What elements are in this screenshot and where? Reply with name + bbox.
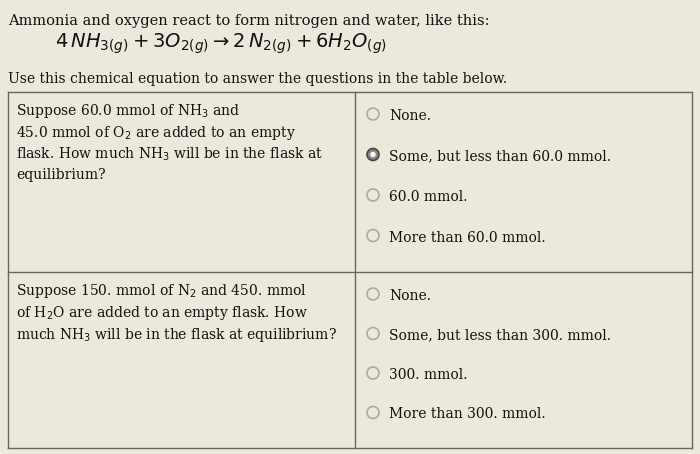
Text: much NH$_3$ will be in the flask at equilibrium?: much NH$_3$ will be in the flask at equi…: [16, 326, 337, 344]
Text: None.: None.: [389, 109, 431, 123]
Text: More than 300. mmol.: More than 300. mmol.: [389, 408, 545, 421]
Text: None.: None.: [389, 289, 431, 303]
Text: 45.0 mmol of O$_2$ are added to an empty: 45.0 mmol of O$_2$ are added to an empty: [16, 124, 296, 142]
Text: Suppose 150. mmol of N$_2$ and 450. mmol: Suppose 150. mmol of N$_2$ and 450. mmol: [16, 282, 307, 300]
Text: 300. mmol.: 300. mmol.: [389, 368, 468, 382]
Text: equilibrium?: equilibrium?: [16, 168, 106, 182]
Text: 60.0 mmol.: 60.0 mmol.: [389, 190, 468, 204]
Text: Some, but less than 300. mmol.: Some, but less than 300. mmol.: [389, 329, 611, 342]
Text: Suppose 60.0 mmol of NH$_3$ and: Suppose 60.0 mmol of NH$_3$ and: [16, 102, 240, 120]
Text: of H$_2$O are added to an empty flask. How: of H$_2$O are added to an empty flask. H…: [16, 304, 308, 322]
Text: More than 60.0 mmol.: More than 60.0 mmol.: [389, 231, 545, 245]
Text: flask. How much NH$_3$ will be in the flask at: flask. How much NH$_3$ will be in the fl…: [16, 146, 323, 163]
Text: Use this chemical equation to answer the questions in the table below.: Use this chemical equation to answer the…: [8, 72, 507, 86]
Text: $4\,NH_{3(g)}+3O_{2(g)}\rightarrow 2\,N_{2(g)}+6H_2O_{(g)}$: $4\,NH_{3(g)}+3O_{2(g)}\rightarrow 2\,N_…: [55, 32, 387, 56]
Circle shape: [367, 148, 379, 161]
Text: Ammonia and oxygen react to form nitrogen and water, like this:: Ammonia and oxygen react to form nitroge…: [8, 14, 489, 28]
Circle shape: [370, 152, 376, 157]
Text: Some, but less than 60.0 mmol.: Some, but less than 60.0 mmol.: [389, 149, 611, 163]
